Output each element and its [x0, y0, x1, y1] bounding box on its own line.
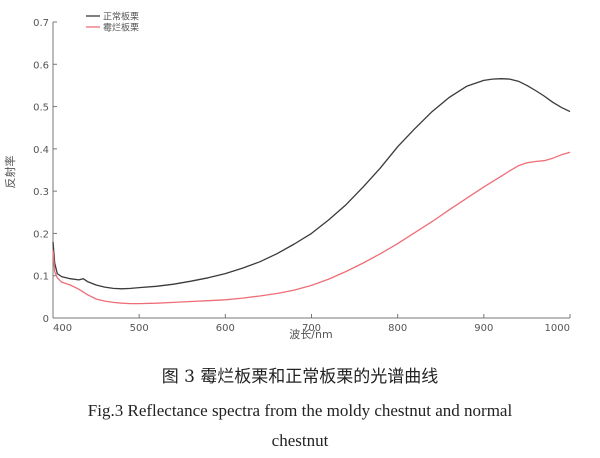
y-tick-label: 0.2	[33, 229, 49, 240]
y-axis-label: 反射率	[3, 156, 17, 189]
legend-label: 正常板栗	[103, 11, 139, 23]
y-tick-label: 0.4	[33, 145, 49, 156]
y-tick-label: 0	[43, 314, 49, 325]
x-tick-label: 800	[388, 323, 407, 334]
figure-caption-english-line1: Fig.3 Reflectance spectra from the moldy…	[87, 401, 513, 420]
x-tick-label: 900	[474, 323, 493, 334]
x-tick-label: 600	[216, 323, 235, 334]
figure-caption-chinese: 图 3 霉烂板栗和正常板栗的光谱曲线	[161, 367, 439, 387]
series-line-moldy-chestnut	[52, 151, 571, 305]
chart-axes	[52, 22, 570, 319]
series-line-normal-chestnut	[52, 78, 571, 290]
x-tick-label: 1000	[545, 323, 570, 334]
chart-series	[52, 78, 571, 305]
x-tick-label: 500	[130, 323, 149, 334]
x-axis-label: 波长/nm	[289, 328, 332, 341]
legend-label: 霉烂板栗	[103, 22, 139, 34]
y-tick-label: 0.6	[33, 60, 49, 71]
y-tick-label: 0.1	[33, 272, 49, 283]
figure-caption-english-line2: chestnut	[271, 431, 329, 450]
chart-ticks: 400 500 600 700 800 900 1000 0 0.1 0.2 0.3 0.4 0.5 0.…	[33, 18, 571, 334]
x-tick-label: 700	[302, 323, 321, 334]
y-tick-label: 0.7	[33, 18, 49, 29]
y-tick-label: 0.3	[33, 187, 49, 198]
reflectance-chart: 400 500 600 700 800 900 1000 0 0.1 0.2 0.3 0.4 0.5 0.…	[3, 11, 571, 341]
y-tick-label: 0.5	[33, 103, 49, 114]
x-tick-label: 400	[53, 323, 72, 334]
